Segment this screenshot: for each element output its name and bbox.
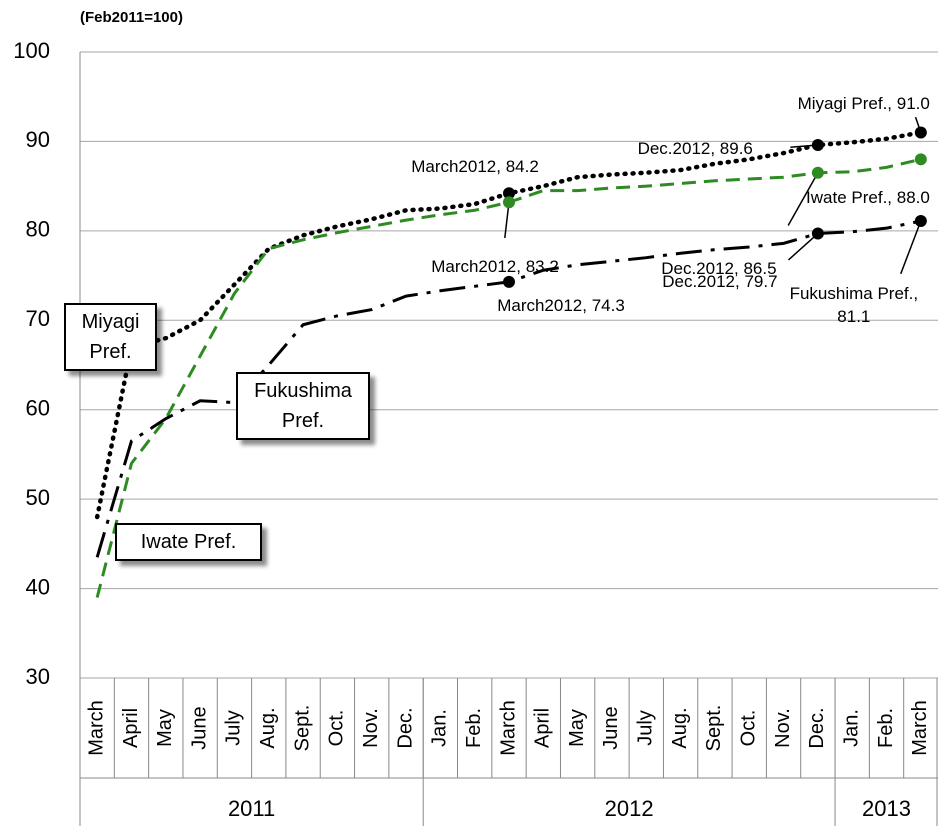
unit-note: (Feb2011=100) xyxy=(80,9,183,26)
series-name-box: Fukushima Pref. xyxy=(236,372,370,440)
data-label: Miyagi Pref., 91.0 xyxy=(797,94,930,114)
year-label: 2011 xyxy=(228,796,275,821)
y-tick-label: 80 xyxy=(26,217,50,242)
data-label: Dec.2012, 79.7 xyxy=(662,271,778,291)
leader-line xyxy=(900,220,922,275)
x-tick-label: May xyxy=(154,709,176,747)
y-tick-label: 90 xyxy=(26,127,50,152)
data-label: Fukushima Pref., 81.1 xyxy=(789,284,919,327)
data-label: Iwate Pref., 88.0 xyxy=(806,188,930,208)
point-marker xyxy=(914,126,927,139)
series-name-box: Miyagi Pref. xyxy=(64,303,157,371)
point-marker xyxy=(503,275,515,288)
data-label: March2012, 84.2 xyxy=(411,157,539,177)
x-tick-label: March xyxy=(909,700,931,756)
point-marker xyxy=(914,215,927,228)
year-label: 2012 xyxy=(605,796,654,821)
data-label: Dec.2012, 86.5 xyxy=(661,258,777,278)
x-tick-label: March xyxy=(85,700,107,756)
x-tick-label: Nov. xyxy=(360,708,382,748)
y-tick-label: 100 xyxy=(13,38,50,63)
x-tick-label: Oct. xyxy=(738,710,760,747)
x-tick-label: May xyxy=(566,709,588,747)
x-tick-label: July xyxy=(635,710,657,746)
data-label: Dec.2012, 89.6 xyxy=(637,139,753,158)
x-tick-label: Jan. xyxy=(429,709,451,747)
x-tick-label: Feb. xyxy=(875,708,897,748)
y-tick-label: 60 xyxy=(26,396,50,421)
data-label: March2012, 74.3 xyxy=(497,295,625,315)
x-tick-label: Jan. xyxy=(840,709,862,747)
point-marker xyxy=(811,166,824,179)
series-name-box: Iwate Pref. xyxy=(115,523,262,561)
x-tick-label: Dec. xyxy=(806,707,828,748)
point-marker xyxy=(811,227,824,240)
point-marker xyxy=(914,153,927,166)
x-tick-label: July xyxy=(223,710,245,746)
x-tick-label: Sept. xyxy=(291,705,313,752)
year-label: 2013 xyxy=(862,796,911,821)
data-label: March2012, 83.2 xyxy=(431,257,559,277)
x-tick-label: Oct. xyxy=(326,710,348,747)
x-tick-label: Nov. xyxy=(772,708,794,748)
x-tick-label: Aug. xyxy=(669,707,691,748)
x-tick-label: Dec. xyxy=(394,707,416,748)
leader-line xyxy=(787,232,819,261)
x-tick-label: Sept. xyxy=(703,705,725,752)
x-tick-label: April xyxy=(120,708,142,748)
leader-line xyxy=(787,172,819,226)
x-tick-label: Aug. xyxy=(257,707,279,748)
x-tick-label: June xyxy=(600,706,622,749)
x-tick-label: April xyxy=(532,708,554,748)
y-tick-label: 40 xyxy=(26,574,50,599)
y-tick-label: 70 xyxy=(26,306,50,331)
y-tick-label: 50 xyxy=(26,485,50,510)
y-tick-label: 30 xyxy=(26,664,50,689)
x-tick-label: March xyxy=(497,700,519,756)
x-tick-label: June xyxy=(188,706,210,749)
point-marker xyxy=(811,139,824,152)
point-marker xyxy=(503,187,515,200)
point-marker xyxy=(503,196,515,209)
x-tick-label: Feb. xyxy=(463,708,485,748)
